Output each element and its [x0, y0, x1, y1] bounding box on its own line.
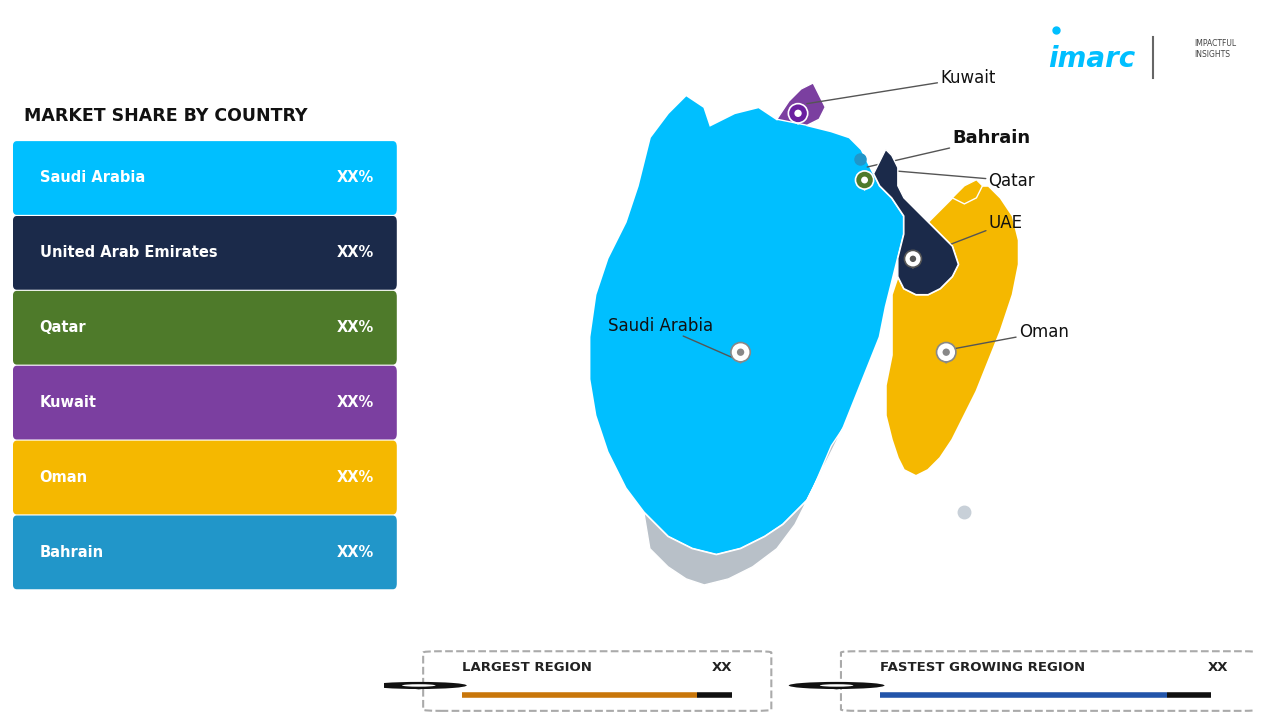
FancyBboxPatch shape [841, 651, 1258, 711]
Circle shape [731, 343, 750, 362]
Circle shape [795, 109, 801, 117]
Circle shape [937, 343, 956, 362]
Circle shape [788, 682, 884, 689]
Text: Oman: Oman [40, 470, 88, 485]
Polygon shape [644, 428, 844, 585]
Circle shape [942, 348, 950, 356]
Text: Bahrain: Bahrain [40, 545, 104, 560]
Text: MARKET SHARE BY COUNTRY: MARKET SHARE BY COUNTRY [24, 107, 307, 125]
Text: XX%: XX% [337, 395, 374, 410]
Text: UAE: UAE [924, 214, 1023, 254]
Polygon shape [777, 83, 826, 125]
Text: Qatar: Qatar [895, 171, 1036, 190]
Text: XX%: XX% [337, 171, 374, 186]
FancyBboxPatch shape [13, 441, 397, 514]
Circle shape [861, 176, 868, 184]
Circle shape [910, 256, 916, 262]
Text: Saudi Arabia: Saudi Arabia [40, 171, 145, 186]
Text: Kuwait: Kuwait [806, 69, 996, 104]
Text: imarc: imarc [1048, 45, 1135, 73]
Polygon shape [860, 183, 869, 191]
Text: XX: XX [712, 661, 732, 674]
FancyBboxPatch shape [424, 651, 772, 711]
Polygon shape [874, 150, 959, 294]
Polygon shape [589, 95, 904, 554]
FancyBboxPatch shape [13, 141, 397, 215]
Circle shape [371, 682, 467, 689]
Text: XX%: XX% [337, 320, 374, 336]
Text: LARGEST REGION: LARGEST REGION [462, 661, 593, 674]
Text: Saudi Arabia: Saudi Arabia [608, 317, 739, 360]
Circle shape [855, 171, 874, 189]
Polygon shape [792, 116, 804, 125]
Polygon shape [909, 261, 918, 269]
FancyBboxPatch shape [13, 366, 397, 439]
Text: United Arab Emirates: United Arab Emirates [40, 246, 218, 261]
Polygon shape [941, 355, 951, 364]
Circle shape [737, 348, 744, 356]
Text: Oman: Oman [955, 323, 1069, 348]
Text: Kuwait: Kuwait [40, 395, 97, 410]
FancyBboxPatch shape [13, 216, 397, 289]
Text: Qatar: Qatar [40, 320, 86, 336]
Circle shape [788, 104, 808, 123]
Polygon shape [394, 687, 443, 689]
Polygon shape [813, 687, 860, 689]
Text: COUNTRY ANALYSIS: COUNTRY ANALYSIS [499, 42, 806, 70]
Text: IMPACTFUL
INSIGHTS: IMPACTFUL INSIGHTS [1194, 40, 1236, 58]
Polygon shape [735, 355, 746, 364]
Text: FASTEST GROWING REGION: FASTEST GROWING REGION [881, 661, 1085, 674]
Circle shape [820, 684, 854, 687]
Circle shape [905, 251, 922, 267]
FancyBboxPatch shape [13, 291, 397, 364]
Text: XX%: XX% [337, 470, 374, 485]
Text: XX%: XX% [337, 246, 374, 261]
Polygon shape [952, 180, 983, 204]
Text: Bahrain: Bahrain [868, 130, 1030, 167]
Text: XX%: XX% [337, 545, 374, 560]
Text: XX: XX [1208, 661, 1229, 674]
Circle shape [402, 684, 435, 687]
Polygon shape [886, 186, 1019, 476]
FancyBboxPatch shape [13, 516, 397, 589]
